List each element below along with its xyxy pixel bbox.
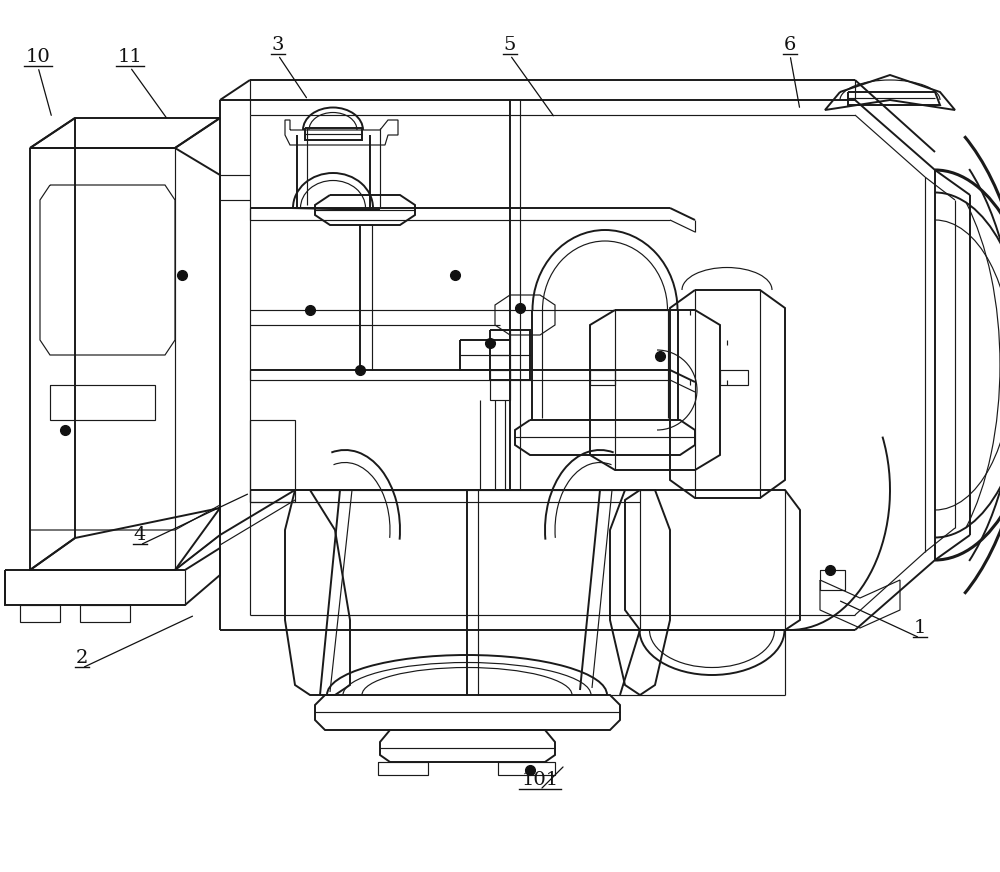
Text: 10: 10 (26, 48, 50, 66)
Text: 5: 5 (504, 36, 516, 54)
Text: 11: 11 (118, 48, 142, 66)
Text: 101: 101 (521, 771, 559, 789)
Text: 4: 4 (134, 526, 146, 544)
Text: 6: 6 (784, 36, 796, 54)
Text: 2: 2 (76, 649, 88, 667)
Text: 3: 3 (272, 36, 284, 54)
Text: 1: 1 (914, 619, 926, 637)
